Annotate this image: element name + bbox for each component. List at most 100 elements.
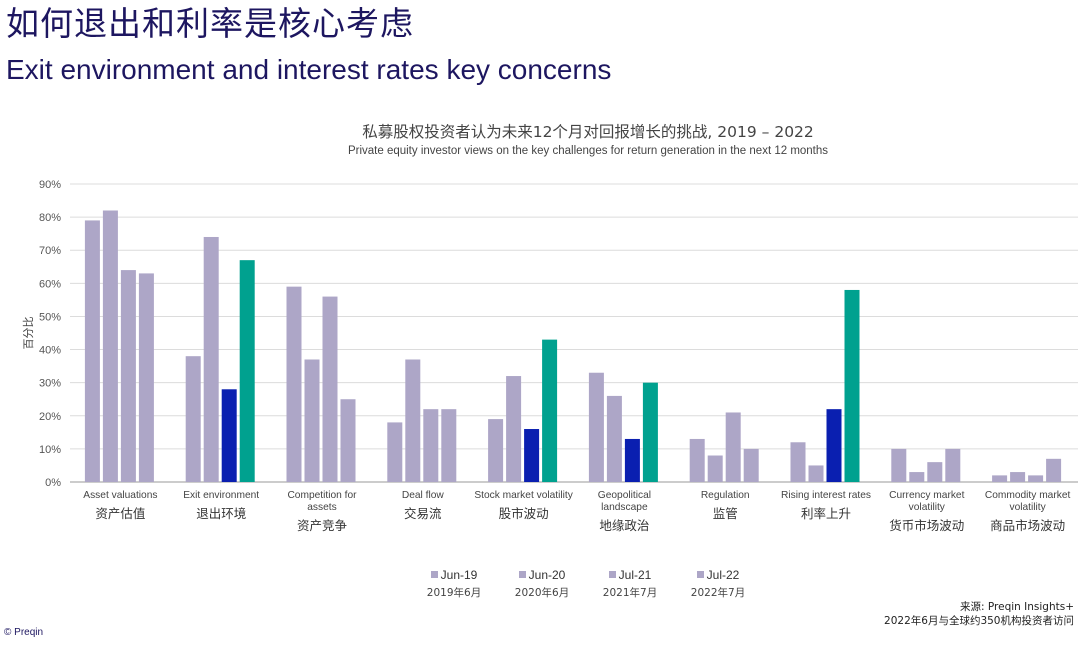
bar: [945, 448, 961, 482]
bar: [624, 438, 640, 482]
bar: [844, 289, 860, 482]
x-tick-label: volatility: [1009, 502, 1046, 513]
y-tick-label: 0%: [45, 477, 61, 489]
bar: [927, 462, 943, 482]
chart-legend: Jun-19 2019年6月 Jun-20 2020年6月 Jul-21 202…: [410, 568, 762, 600]
bar: [707, 455, 723, 482]
bar: [405, 359, 421, 482]
bar: [102, 210, 118, 482]
y-tick-label: 10%: [39, 444, 61, 456]
source-line: 来源: Preqin Insights+: [960, 601, 1074, 613]
legend-swatch: [696, 571, 704, 579]
source-note: 来源: Preqin Insights+ 2022年6月与全球约350机构投资者…: [884, 600, 1074, 628]
bar: [790, 442, 806, 482]
legend-label-cn: 2022年7月: [690, 587, 746, 599]
bar: [185, 356, 201, 482]
x-tick-label: Commodity market: [985, 490, 1071, 501]
y-tick-label: 60%: [39, 278, 61, 290]
bar: [542, 339, 558, 482]
chart-title: 私募股权投资者认为未来12个月对回报增长的挑战, 2019 – 2022: [362, 123, 814, 141]
bar: [239, 260, 255, 482]
page-title-english: Exit environment and interest rates key …: [6, 54, 612, 85]
bar: [304, 359, 320, 482]
bar: [441, 409, 457, 482]
legend-item-jun20: Jun-20 2020年6月: [498, 568, 586, 600]
bar-chart: 私募股权投资者认为未来12个月对回报增长的挑战, 2019 – 2022 Priv…: [22, 123, 1078, 533]
x-tick-label-cn: 商品市场波动: [990, 518, 1065, 533]
y-tick-label: 20%: [39, 411, 61, 423]
chart-subtitle: Private equity investor views on the key…: [348, 145, 828, 157]
x-tick-label: Geopolitical: [598, 490, 651, 501]
bar: [524, 429, 540, 482]
bar: [340, 399, 356, 482]
legend-swatch: [518, 571, 526, 579]
y-tick-label: 50%: [39, 311, 61, 323]
bar: [826, 409, 842, 482]
bar: [488, 419, 504, 482]
legend-item-jul21: Jul-21 2021年7月: [586, 568, 674, 600]
legend-label: Jun-20: [528, 568, 566, 582]
x-tick-label: Asset valuations: [83, 490, 157, 501]
bar: [138, 273, 154, 482]
bar: [606, 395, 622, 482]
y-tick-label: 80%: [39, 212, 61, 224]
x-tick-label: Deal flow: [402, 490, 445, 501]
y-axis-label: 百分比: [22, 317, 35, 350]
bar: [1046, 458, 1062, 482]
bar: [642, 382, 658, 482]
source-line: 2022年6月与全球约350机构投资者访问: [884, 615, 1074, 627]
bar: [725, 412, 741, 482]
page-title-chinese: 如何退出和利率是核心考虑: [6, 4, 414, 43]
bar: [286, 286, 302, 482]
bar: [221, 389, 237, 482]
bar: [203, 236, 219, 482]
x-tick-label-cn: 利率上升: [801, 506, 851, 521]
legend-item-jul22: Jul-22 2022年7月: [674, 568, 762, 600]
x-tick-label-cn: 资产竞争: [297, 518, 347, 533]
legend-label: Jul-22: [706, 568, 740, 582]
bar: [588, 372, 604, 482]
y-tick-label: 90%: [39, 179, 61, 191]
bar: [909, 472, 925, 482]
bar: [808, 465, 824, 482]
legend-label-cn: 2019年6月: [426, 587, 482, 599]
bar: [992, 475, 1008, 482]
x-tick-label-cn: 资产估值: [95, 506, 145, 521]
x-tick-label: landscape: [601, 502, 648, 513]
y-tick-label: 70%: [39, 245, 61, 257]
y-tick-label: 40%: [39, 345, 61, 357]
bar: [120, 270, 136, 482]
x-tick-label: Rising interest rates: [781, 490, 871, 501]
y-tick-label: 30%: [39, 378, 61, 390]
legend-label: Jun-19: [440, 568, 478, 582]
x-tick-label: assets: [307, 502, 336, 513]
x-tick-label: Currency market: [889, 490, 964, 501]
legend-label: Jul-21: [618, 568, 652, 582]
x-tick-label-cn: 货币市场波动: [889, 518, 964, 533]
legend-item-jun19: Jun-19 2019年6月: [410, 568, 498, 600]
x-tick-label: volatility: [909, 502, 946, 513]
bar: [506, 376, 522, 482]
x-tick-label: Regulation: [701, 490, 750, 501]
bar: [423, 409, 439, 482]
bar: [322, 296, 338, 482]
bar: [1010, 472, 1026, 482]
bar: [689, 438, 705, 482]
x-tick-label-cn: 交易流: [404, 506, 442, 521]
x-tick-label: Stock market volatility: [474, 490, 573, 501]
x-tick-label-cn: 股市波动: [499, 506, 549, 521]
x-tick-label: Exit environment: [183, 490, 259, 501]
x-tick-label-cn: 监管: [713, 506, 738, 521]
bar: [387, 422, 403, 482]
copyright-text: © Preqin: [4, 627, 44, 638]
x-tick-label-cn: 退出环境: [196, 506, 246, 521]
bar: [1028, 475, 1044, 482]
bar: [743, 448, 759, 482]
bar: [891, 448, 907, 482]
x-tick-label-cn: 地缘政治: [599, 518, 649, 533]
x-tick-label: Competition for: [287, 490, 357, 501]
legend-label-cn: 2021年7月: [602, 587, 658, 599]
legend-swatch: [608, 571, 616, 579]
legend-label-cn: 2020年6月: [514, 587, 570, 599]
bar: [84, 220, 100, 482]
